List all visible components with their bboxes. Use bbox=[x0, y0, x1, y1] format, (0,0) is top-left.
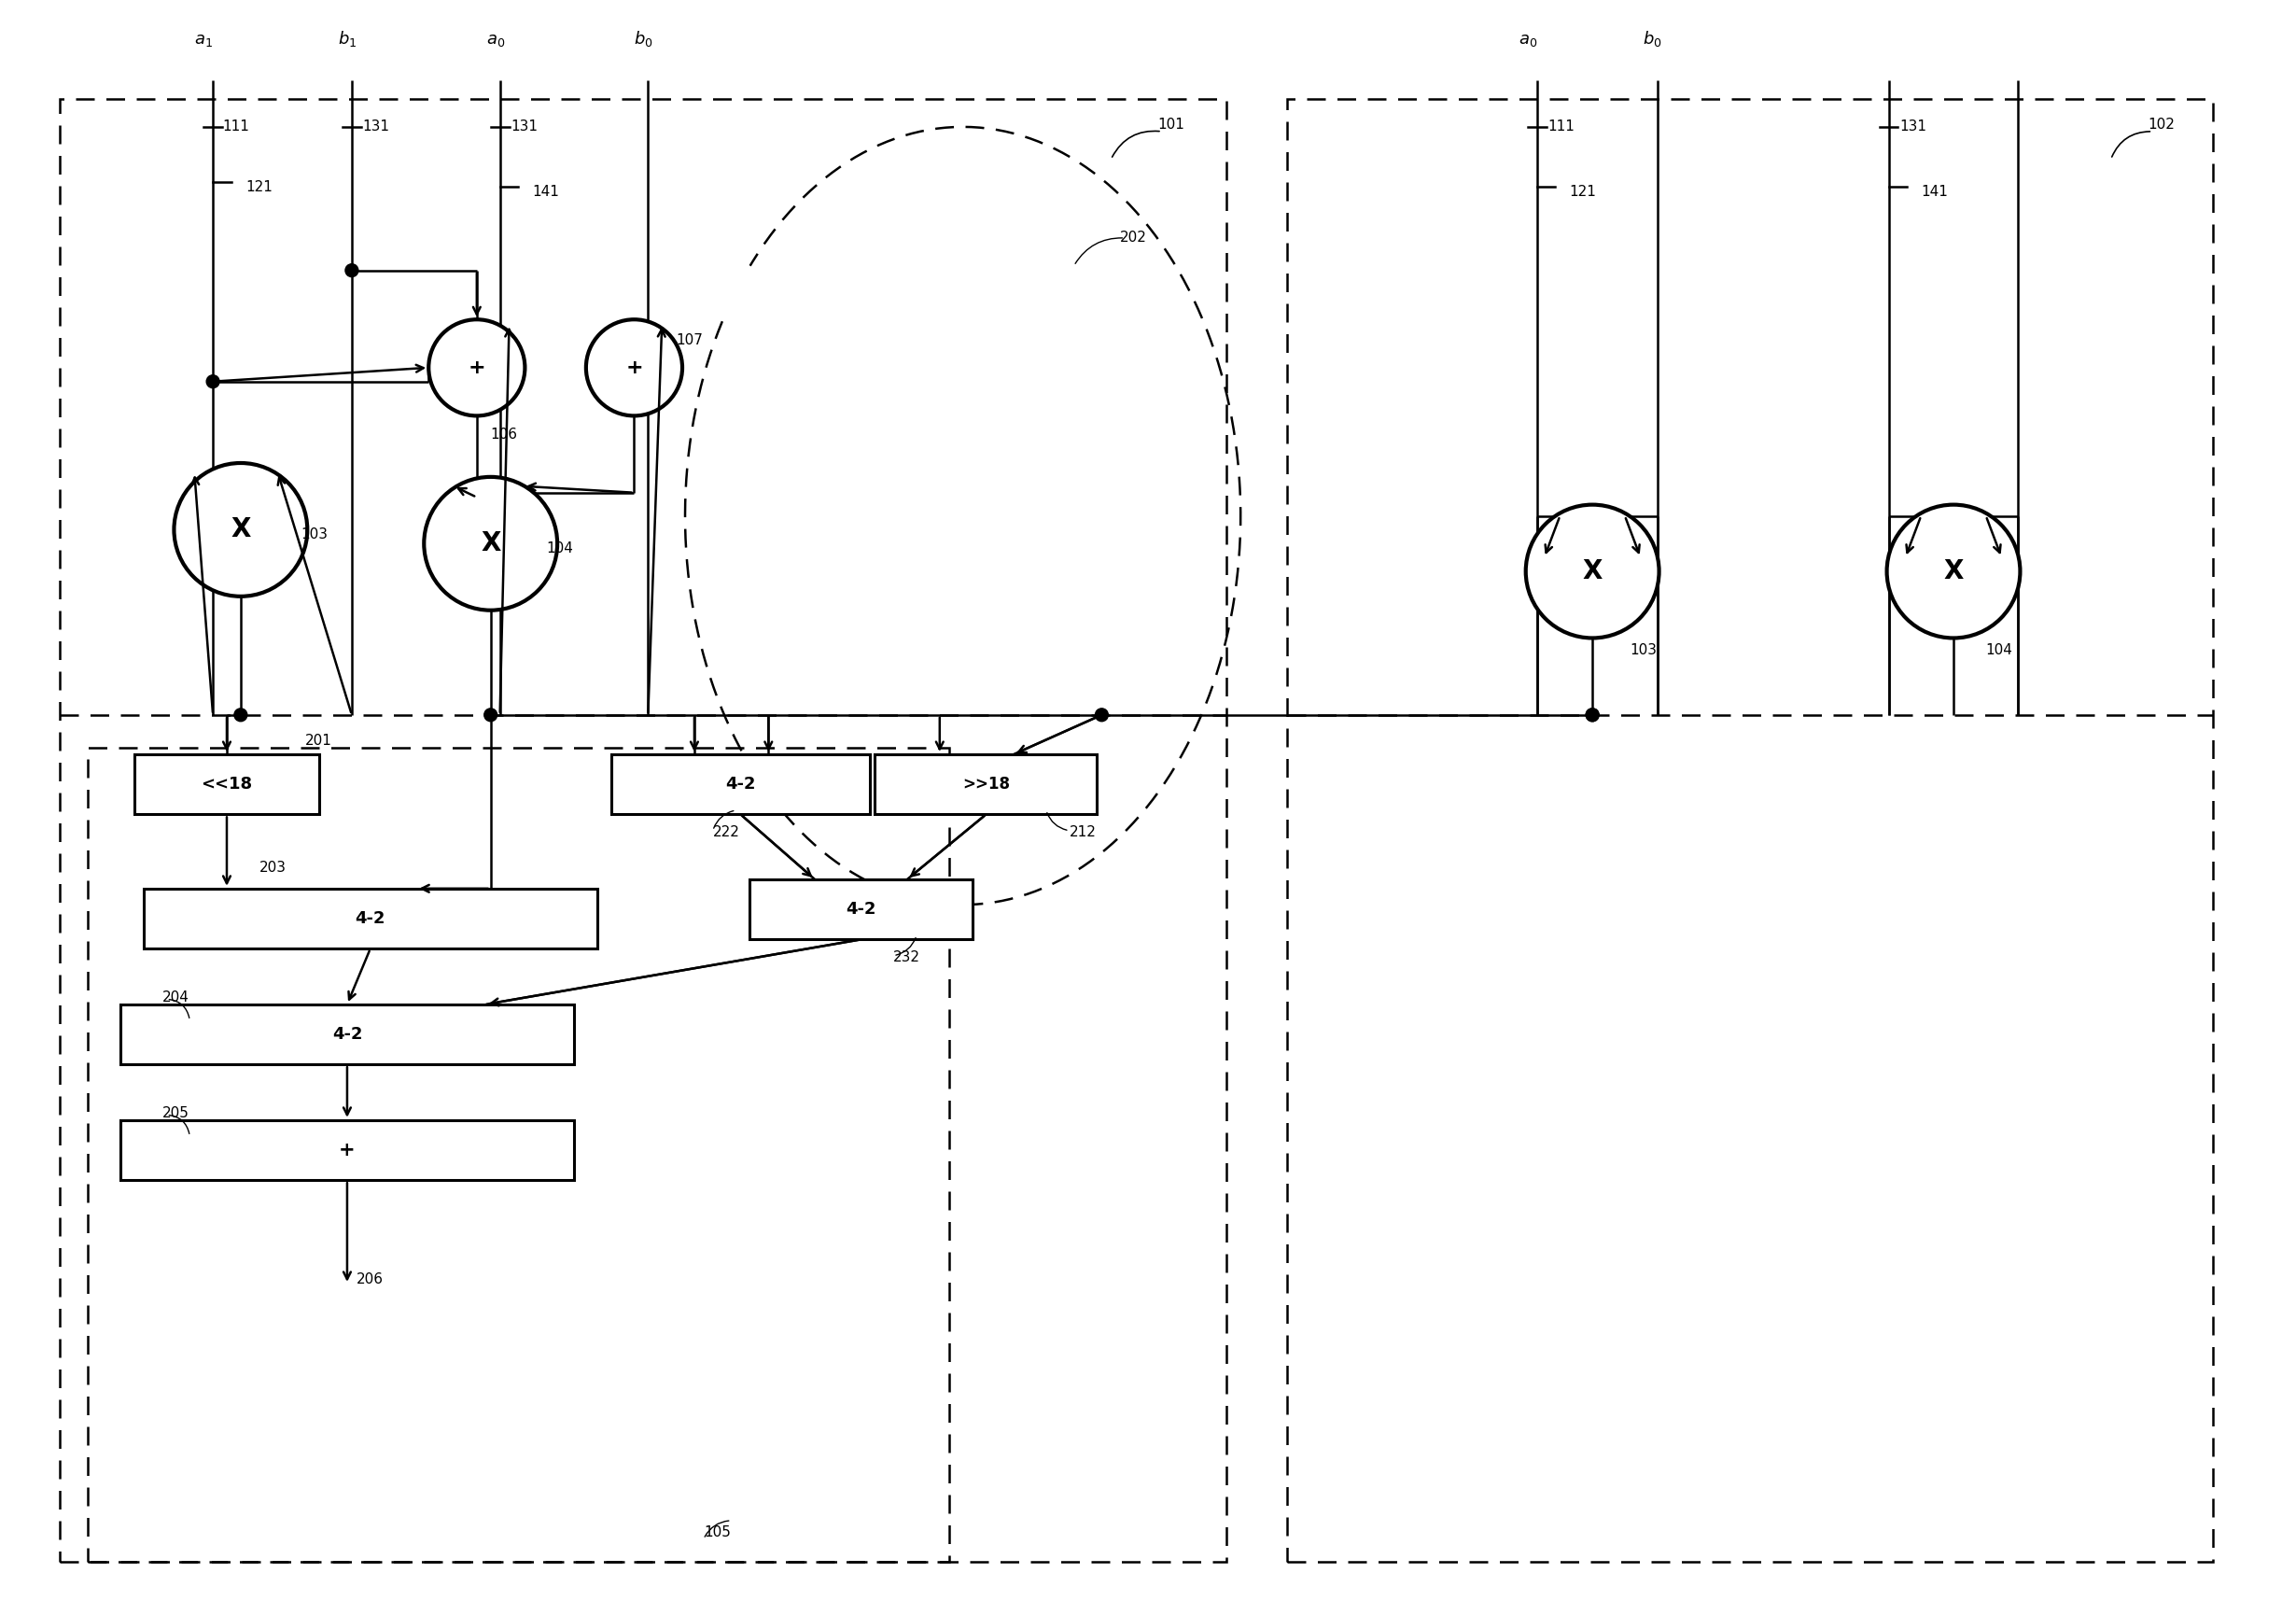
Text: 232: 232 bbox=[893, 951, 921, 964]
Circle shape bbox=[1887, 505, 2020, 638]
Text: 204: 204 bbox=[163, 990, 188, 1005]
Text: <<18: <<18 bbox=[202, 775, 253, 793]
Text: 202: 202 bbox=[1120, 231, 1148, 245]
Text: X: X bbox=[1942, 559, 1963, 585]
Text: X: X bbox=[1582, 559, 1603, 585]
Text: 222: 222 bbox=[712, 825, 739, 840]
Text: 4-2: 4-2 bbox=[356, 911, 386, 927]
Text: 111: 111 bbox=[223, 120, 248, 134]
Text: X: X bbox=[480, 530, 501, 557]
Text: 203: 203 bbox=[259, 861, 287, 875]
Circle shape bbox=[1587, 709, 1598, 722]
Text: 102: 102 bbox=[2147, 118, 2174, 131]
Bar bbox=[1286, 99, 2213, 1562]
Circle shape bbox=[1095, 709, 1109, 722]
Text: +: + bbox=[468, 359, 484, 376]
Bar bbox=[87, 748, 948, 1562]
Text: 212: 212 bbox=[1070, 825, 1095, 840]
Bar bbox=[119, 1005, 574, 1064]
Text: $a_1$: $a_1$ bbox=[195, 31, 214, 48]
Circle shape bbox=[234, 709, 248, 722]
Circle shape bbox=[425, 476, 558, 610]
Text: +: + bbox=[625, 359, 643, 376]
Circle shape bbox=[207, 375, 220, 388]
Text: X: X bbox=[230, 517, 250, 543]
Text: $a_0$: $a_0$ bbox=[1518, 31, 1536, 48]
Text: 131: 131 bbox=[1899, 120, 1926, 134]
Text: 131: 131 bbox=[363, 120, 390, 134]
Bar bbox=[60, 99, 1226, 1562]
Text: 104: 104 bbox=[546, 541, 574, 556]
Text: 103: 103 bbox=[1630, 643, 1655, 657]
Text: 141: 141 bbox=[533, 184, 560, 199]
Bar bbox=[119, 1121, 574, 1181]
Text: 4-2: 4-2 bbox=[726, 775, 755, 793]
Circle shape bbox=[585, 320, 682, 415]
Bar bbox=[611, 754, 870, 814]
Text: 101: 101 bbox=[1157, 118, 1185, 131]
Text: 206: 206 bbox=[356, 1273, 383, 1287]
Text: 4-2: 4-2 bbox=[333, 1026, 363, 1043]
Text: $a_0$: $a_0$ bbox=[487, 31, 505, 48]
Text: 105: 105 bbox=[703, 1525, 730, 1539]
Text: 205: 205 bbox=[163, 1106, 188, 1121]
Bar bbox=[133, 754, 319, 814]
Text: $b_1$: $b_1$ bbox=[338, 29, 356, 48]
Circle shape bbox=[174, 464, 308, 596]
Circle shape bbox=[429, 320, 526, 415]
Text: 107: 107 bbox=[675, 333, 703, 347]
Text: 201: 201 bbox=[305, 733, 333, 748]
Text: 131: 131 bbox=[512, 120, 537, 134]
Circle shape bbox=[1527, 505, 1660, 638]
Text: 141: 141 bbox=[1922, 184, 1947, 199]
Text: $b_0$: $b_0$ bbox=[1644, 29, 1662, 48]
Bar bbox=[142, 888, 597, 948]
Text: 121: 121 bbox=[1568, 184, 1596, 199]
Text: 104: 104 bbox=[1986, 643, 2014, 657]
Bar bbox=[751, 879, 971, 940]
Circle shape bbox=[484, 709, 498, 722]
Text: 106: 106 bbox=[491, 428, 517, 441]
Text: 111: 111 bbox=[1548, 120, 1575, 134]
Text: 103: 103 bbox=[301, 528, 328, 541]
Bar bbox=[875, 754, 1097, 814]
Circle shape bbox=[1587, 709, 1598, 722]
Text: $b_0$: $b_0$ bbox=[634, 29, 652, 48]
Circle shape bbox=[344, 263, 358, 276]
Text: 4-2: 4-2 bbox=[845, 901, 877, 917]
Text: 121: 121 bbox=[246, 179, 273, 194]
Text: >>18: >>18 bbox=[962, 775, 1010, 793]
Text: +: + bbox=[340, 1140, 356, 1160]
